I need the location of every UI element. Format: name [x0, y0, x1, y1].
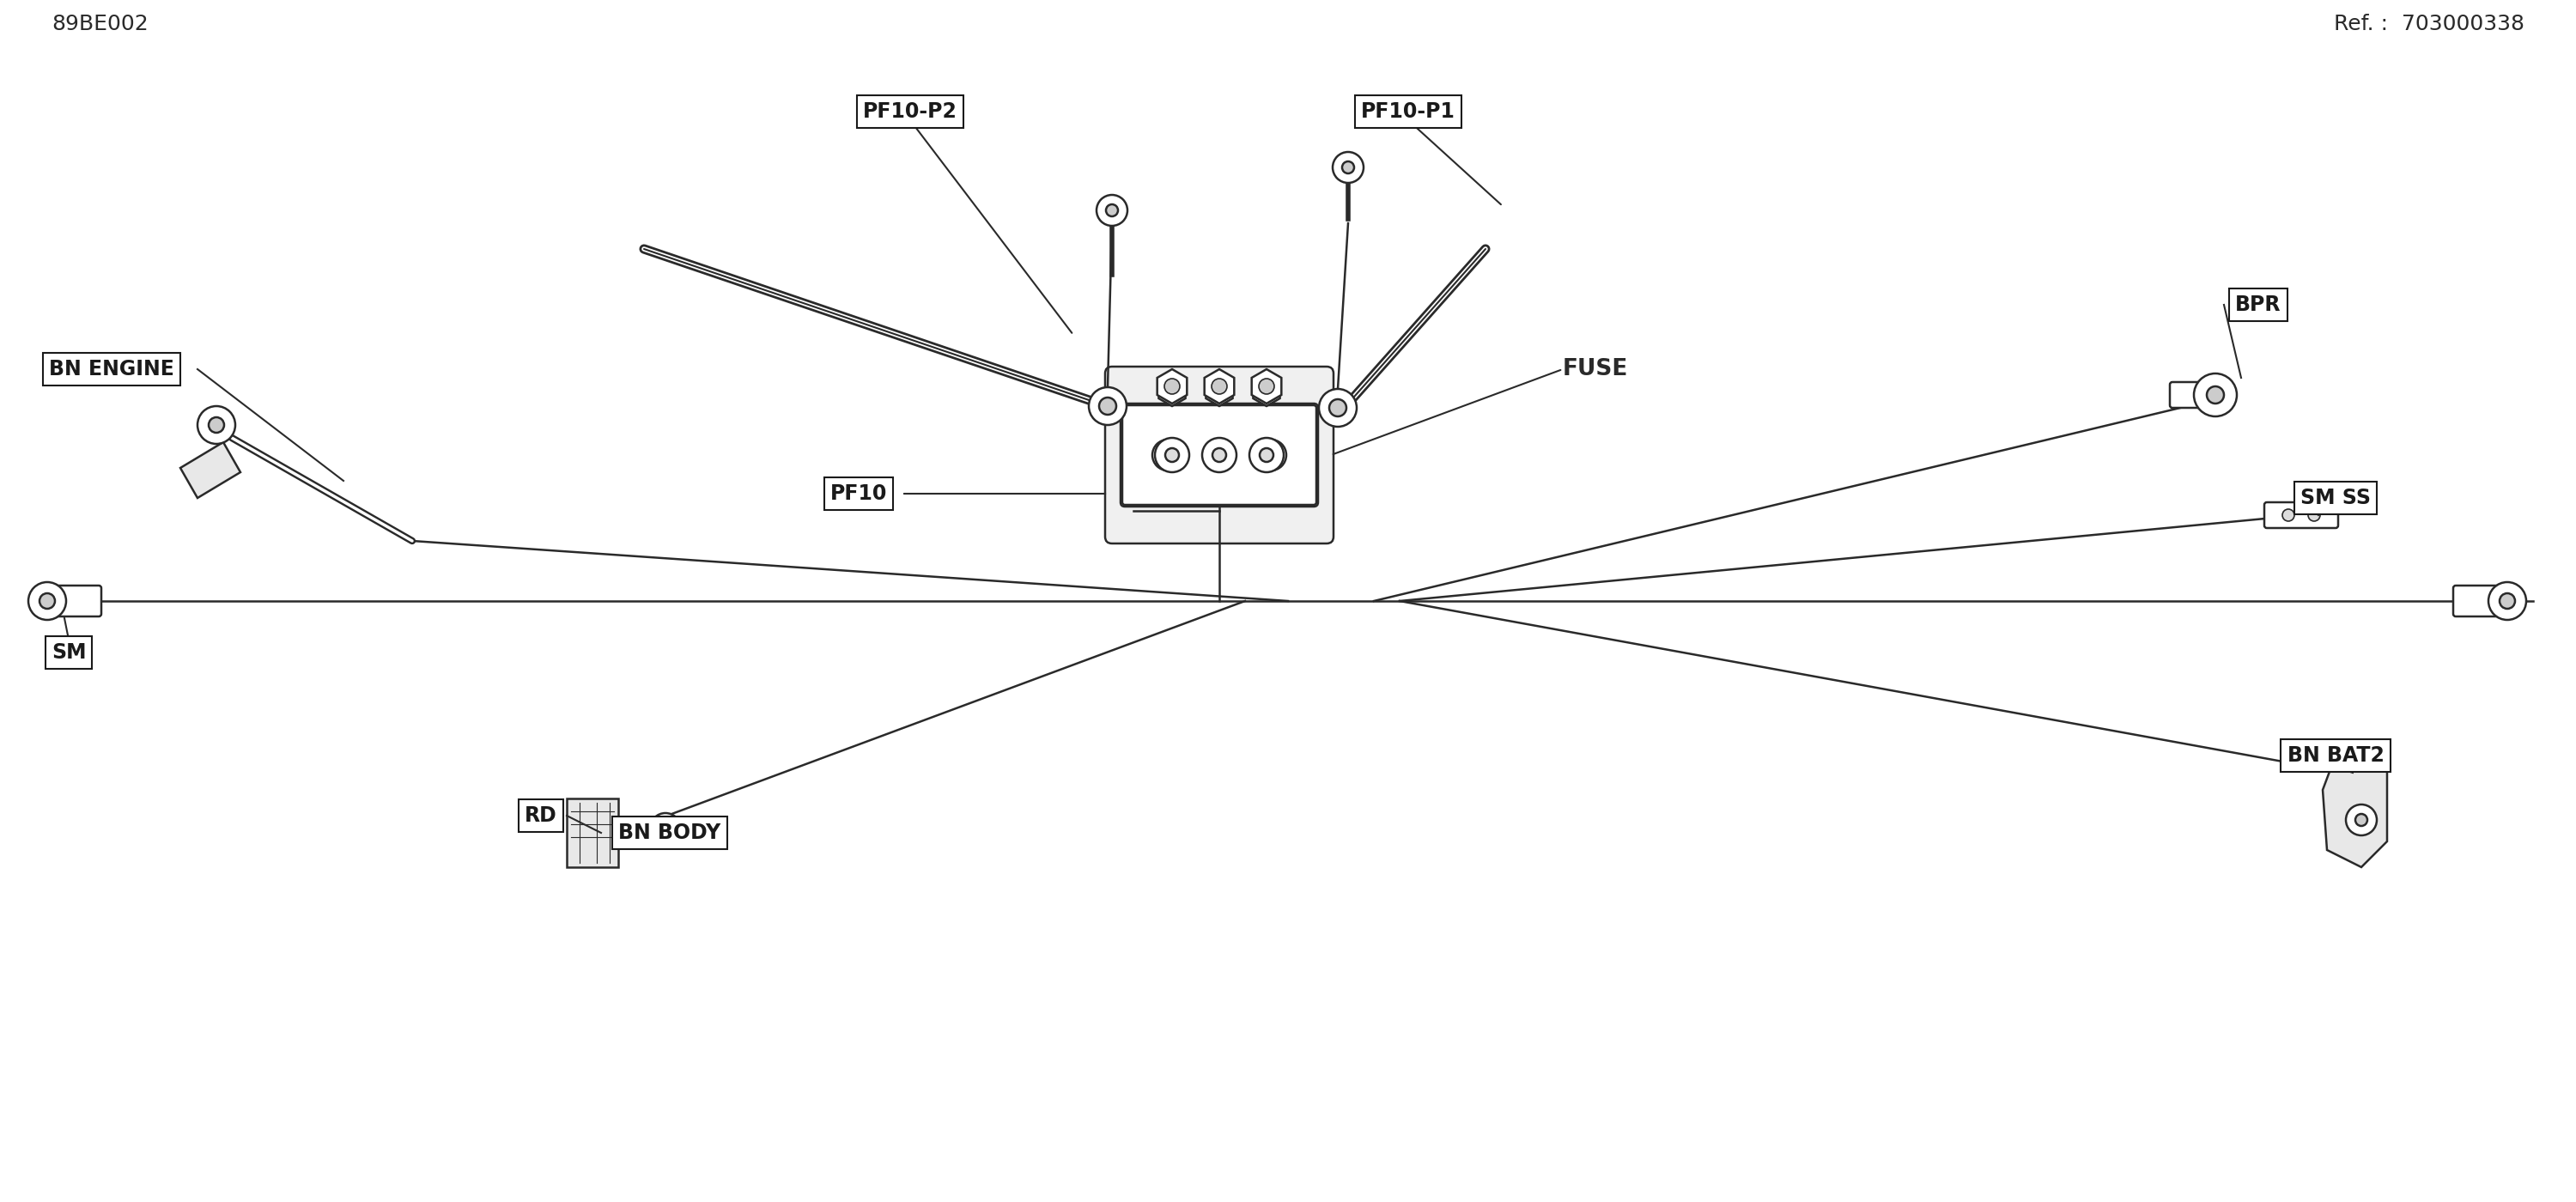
Circle shape — [209, 417, 224, 433]
Circle shape — [2488, 582, 2527, 620]
Circle shape — [1332, 151, 1363, 183]
Circle shape — [1164, 379, 1180, 394]
Polygon shape — [567, 798, 618, 867]
Text: FUSE: FUSE — [1564, 358, 1628, 380]
Circle shape — [649, 813, 680, 844]
Polygon shape — [180, 442, 240, 498]
Circle shape — [1260, 448, 1273, 462]
Circle shape — [2282, 510, 2295, 522]
Circle shape — [659, 822, 672, 834]
Circle shape — [2195, 374, 2236, 416]
Circle shape — [28, 582, 67, 620]
Text: Ref. :  703000338: Ref. : 703000338 — [2334, 13, 2524, 35]
Text: 89BE002: 89BE002 — [52, 13, 149, 35]
Text: SM: SM — [52, 642, 85, 662]
Text: RD: RD — [526, 805, 556, 826]
Text: BN BAT2: BN BAT2 — [2287, 745, 2383, 766]
Circle shape — [1342, 161, 1355, 173]
FancyBboxPatch shape — [2452, 585, 2509, 617]
Circle shape — [1154, 438, 1190, 472]
Circle shape — [1203, 438, 1236, 472]
Circle shape — [2499, 594, 2514, 608]
Circle shape — [1105, 204, 1118, 216]
Circle shape — [1100, 398, 1115, 415]
Circle shape — [1151, 440, 1182, 470]
Circle shape — [1097, 195, 1128, 226]
Circle shape — [1203, 440, 1234, 470]
Text: PF10: PF10 — [829, 483, 886, 504]
Circle shape — [1211, 379, 1226, 394]
Circle shape — [2354, 814, 2367, 826]
Circle shape — [198, 406, 234, 444]
Circle shape — [1213, 448, 1226, 462]
Text: PF10-P2: PF10-P2 — [863, 101, 958, 121]
Circle shape — [2308, 510, 2321, 522]
Text: BN BODY: BN BODY — [618, 822, 721, 843]
Polygon shape — [2324, 756, 2388, 867]
FancyBboxPatch shape — [2264, 502, 2339, 528]
Text: SM SS: SM SS — [2300, 488, 2370, 508]
Circle shape — [2208, 386, 2223, 404]
Text: PF10-P1: PF10-P1 — [1360, 101, 1455, 121]
FancyBboxPatch shape — [647, 819, 685, 839]
Circle shape — [1329, 399, 1347, 416]
FancyBboxPatch shape — [44, 585, 100, 617]
Circle shape — [1260, 379, 1275, 394]
Circle shape — [1164, 448, 1180, 462]
Text: BN ENGINE: BN ENGINE — [49, 359, 175, 380]
FancyBboxPatch shape — [2169, 382, 2231, 407]
FancyBboxPatch shape — [1105, 367, 1334, 543]
Circle shape — [2347, 804, 2378, 835]
Text: BPR: BPR — [2236, 294, 2282, 315]
FancyBboxPatch shape — [1121, 404, 1319, 506]
FancyBboxPatch shape — [1123, 405, 1316, 505]
Circle shape — [1255, 440, 1285, 470]
Circle shape — [39, 594, 54, 608]
Circle shape — [1319, 389, 1358, 427]
Circle shape — [1090, 387, 1126, 426]
Circle shape — [1249, 438, 1283, 472]
